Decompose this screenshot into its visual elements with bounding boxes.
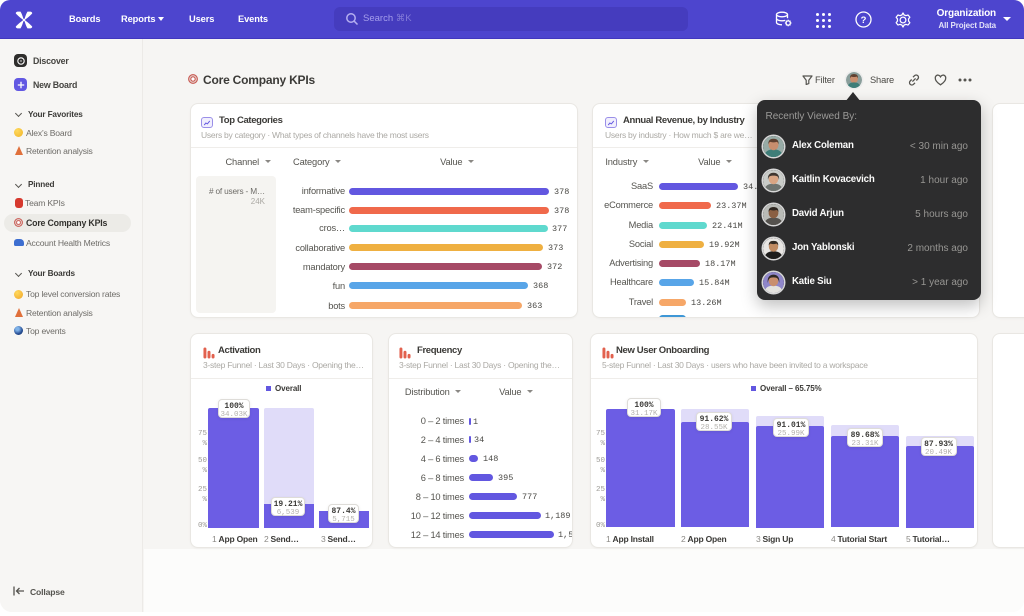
svg-text:?: ?	[861, 15, 867, 26]
